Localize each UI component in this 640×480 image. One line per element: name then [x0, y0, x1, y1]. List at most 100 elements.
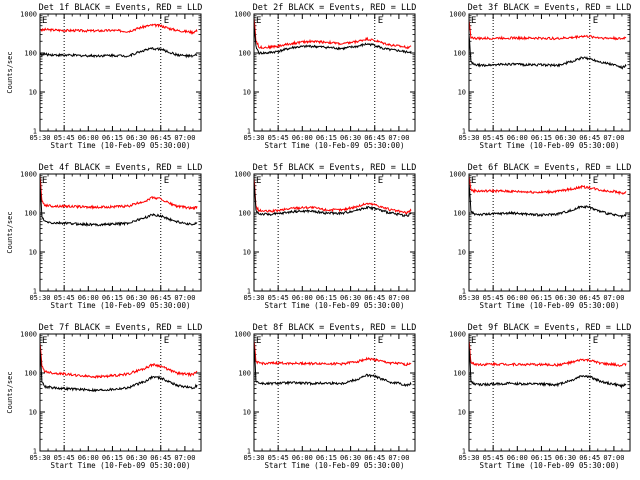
x-tick-label: 07:00 — [603, 454, 624, 462]
y-tick-label: 10 — [243, 249, 251, 257]
x-tick-label: 06:45 — [150, 134, 171, 142]
chart-panel-det-6f: Det 6f BLACK = Events, RED = LLD 1 10 100 10… — [449, 163, 631, 310]
series-line-events — [39, 349, 198, 393]
corner-marker-label: E — [42, 16, 47, 26]
y-axis-label: Counts/sec — [6, 211, 14, 253]
x-tick-label: 06:00 — [507, 454, 528, 462]
series-line-events — [468, 182, 627, 220]
y-tick-label: 100 — [24, 370, 37, 378]
x-tick-label: 05:45 — [268, 294, 289, 302]
y-tick-label: 100 — [453, 370, 466, 378]
chart-title: Det 9f BLACK = Events, RED = LLD — [468, 323, 632, 333]
x-axis-label: Start Time (10-Feb-09 05:30:00) — [265, 141, 405, 150]
x-tick-label: 06:00 — [78, 134, 99, 142]
y-tick-label: 1 — [33, 448, 37, 456]
y-tick-label: 1000 — [449, 331, 466, 339]
series-line-lld — [253, 17, 412, 50]
y-tick-label: 1000 — [20, 11, 37, 19]
x-tick-label: 06:15 — [102, 294, 123, 302]
x-tick-label: 05:30 — [243, 294, 264, 302]
plot-frame — [39, 333, 202, 452]
event-marker-label: E — [378, 176, 383, 186]
x-tick-label: 05:45 — [268, 454, 289, 462]
x-axis-label: Start Time (10-Feb-09 05:30:00) — [265, 461, 405, 470]
y-tick-label: 10 — [458, 89, 466, 97]
x-tick-label: 05:30 — [29, 294, 50, 302]
y-tick-label: 1000 — [20, 331, 37, 339]
y-tick-label: 10 — [29, 89, 37, 97]
x-tick-label: 06:30 — [126, 454, 147, 462]
x-tick-label: 06:45 — [150, 294, 171, 302]
y-tick-label: 10 — [243, 89, 251, 97]
x-tick-label: 06:00 — [292, 294, 313, 302]
plot-frame — [468, 13, 631, 132]
series-line-lld — [253, 339, 412, 367]
x-tick-label: 07:00 — [603, 134, 624, 142]
y-tick-label: 10 — [29, 249, 37, 257]
x-tick-label: 06:45 — [364, 134, 385, 142]
x-axis-label: Start Time (10-Feb-09 05:30:00) — [480, 301, 620, 310]
y-tick-label: 1 — [33, 288, 37, 296]
corner-marker-label: E — [471, 176, 476, 186]
x-tick-label: 06:00 — [78, 454, 99, 462]
y-tick-label: 100 — [453, 50, 466, 58]
x-tick-label: 06:30 — [126, 134, 147, 142]
x-tick-label: 06:30 — [555, 294, 576, 302]
x-tick-label: 05:30 — [458, 134, 479, 142]
y-axis-label: Counts/sec — [6, 371, 14, 413]
plot-frame — [253, 173, 416, 292]
y-tick-label: 1 — [247, 128, 251, 136]
series-line-events — [39, 185, 198, 227]
x-tick-label: 06:30 — [340, 294, 361, 302]
y-axis-label: Counts/sec — [6, 51, 14, 93]
x-tick-label: 06:15 — [531, 454, 552, 462]
x-tick-label: 06:15 — [316, 454, 337, 462]
x-axis-label: Start Time (10-Feb-09 05:30:00) — [51, 301, 191, 310]
x-tick-label: 06:45 — [579, 134, 600, 142]
y-tick-label: 1 — [247, 288, 251, 296]
series-line-events — [468, 345, 627, 389]
x-tick-label: 07:00 — [388, 294, 409, 302]
x-tick-label: 06:45 — [150, 454, 171, 462]
x-tick-label: 05:30 — [29, 454, 50, 462]
event-marker-label: E — [593, 16, 598, 26]
x-tick-label: 05:45 — [54, 134, 75, 142]
x-tick-label: 06:45 — [364, 454, 385, 462]
chart-title: Det 4f BLACK = Events, RED = LLD — [39, 163, 203, 173]
y-tick-label: 1000 — [234, 331, 251, 339]
series-line-events — [253, 345, 412, 388]
x-tick-label: 05:45 — [268, 134, 289, 142]
chart-panel-det-5f: Det 5f BLACK = Events, RED = LLD 1 10 100 10… — [234, 163, 416, 310]
series-line-lld — [39, 175, 198, 211]
y-tick-label: 10 — [458, 249, 466, 257]
x-tick-label: 06:15 — [316, 134, 337, 142]
event-marker-label: E — [593, 176, 598, 186]
series-line-events — [253, 25, 412, 55]
y-tick-label: 100 — [238, 50, 251, 58]
x-tick-label: 07:00 — [174, 134, 195, 142]
x-tick-label: 06:15 — [102, 134, 123, 142]
x-tick-label: 05:30 — [243, 134, 264, 142]
corner-marker-label: E — [256, 176, 261, 186]
plot-frame — [39, 173, 202, 292]
series-line-lld — [468, 19, 627, 41]
y-tick-label: 1 — [462, 448, 466, 456]
event-marker-label: E — [378, 336, 383, 346]
x-tick-label: 06:30 — [340, 134, 361, 142]
chart-panel-det-4f: Det 4f BLACK = Events, RED = LLD 1 10 100 10… — [6, 163, 202, 310]
event-marker-label: E — [164, 16, 169, 26]
chart-panel-det-1f: Det 1f BLACK = Events, RED = LLD 1 10 100 10… — [6, 3, 202, 150]
plot-frame — [253, 13, 416, 132]
x-axis-label: Start Time (10-Feb-09 05:30:00) — [480, 141, 620, 150]
chart-title: Det 2f BLACK = Events, RED = LLD — [253, 3, 417, 13]
chart-title: Det 6f BLACK = Events, RED = LLD — [468, 163, 632, 173]
y-tick-label: 10 — [29, 409, 37, 417]
y-tick-label: 100 — [453, 210, 466, 218]
x-tick-label: 06:00 — [292, 454, 313, 462]
x-tick-label: 06:00 — [78, 294, 99, 302]
corner-marker-label: E — [256, 336, 261, 346]
x-tick-label: 06:30 — [555, 454, 576, 462]
series-line-lld — [39, 23, 198, 35]
x-axis-label: Start Time (10-Feb-09 05:30:00) — [265, 301, 405, 310]
